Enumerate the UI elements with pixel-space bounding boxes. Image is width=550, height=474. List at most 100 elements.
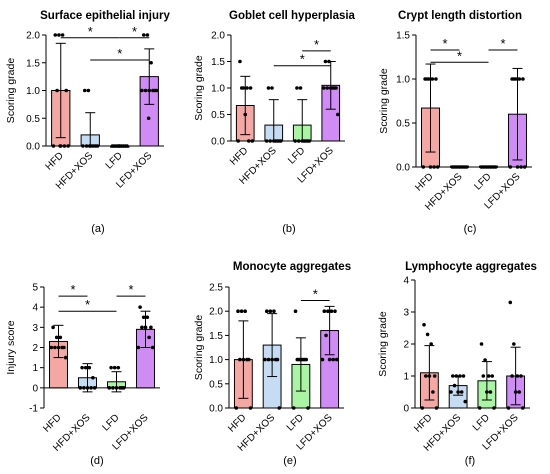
data-point bbox=[143, 88, 148, 93]
y-tick-label: 0 bbox=[32, 383, 38, 394]
data-point bbox=[431, 390, 435, 394]
y-tick-label: 3 bbox=[32, 323, 38, 334]
y-tick-label: 0 bbox=[403, 404, 409, 415]
data-point bbox=[519, 165, 523, 169]
data-point bbox=[477, 406, 482, 410]
data-point bbox=[435, 165, 440, 169]
x-tick-label: LFD bbox=[100, 412, 121, 433]
data-point bbox=[87, 144, 92, 148]
data-point bbox=[293, 139, 297, 143]
data-point bbox=[298, 86, 303, 90]
data-point bbox=[459, 390, 464, 394]
data-point bbox=[273, 357, 278, 362]
data-point bbox=[245, 357, 249, 362]
data-point bbox=[324, 333, 328, 338]
data-point bbox=[490, 165, 494, 169]
y-tick-label: 0.0 bbox=[396, 163, 410, 174]
data-point bbox=[481, 374, 486, 378]
data-point bbox=[272, 309, 276, 314]
data-point bbox=[461, 374, 466, 378]
y-tick-label: 1.5 bbox=[396, 31, 410, 42]
data-point bbox=[243, 112, 248, 117]
data-point bbox=[432, 165, 436, 169]
data-point bbox=[248, 406, 253, 410]
data-point bbox=[238, 59, 242, 64]
significance-star: * bbox=[117, 46, 122, 61]
data-point bbox=[422, 323, 426, 327]
x-tick-label: LFD bbox=[104, 150, 125, 171]
y-tick-label: 2.0 bbox=[26, 31, 40, 42]
panel-label: (f) bbox=[465, 455, 475, 467]
data-point bbox=[136, 345, 141, 350]
data-point bbox=[420, 406, 425, 410]
data-point bbox=[492, 406, 496, 410]
data-point bbox=[145, 33, 150, 37]
y-tick-label: 1.5 bbox=[209, 331, 223, 342]
data-point bbox=[85, 386, 90, 390]
data-point bbox=[82, 88, 87, 93]
data-point bbox=[266, 86, 271, 90]
data-point bbox=[425, 332, 430, 337]
data-point bbox=[461, 165, 465, 169]
chart-title: Crypt length distortion bbox=[398, 10, 522, 22]
data-point bbox=[329, 309, 334, 314]
data-point bbox=[327, 357, 332, 362]
x-tick-label: HFD bbox=[413, 171, 435, 193]
data-point bbox=[490, 374, 495, 378]
data-point bbox=[141, 315, 146, 320]
data-point bbox=[456, 390, 460, 394]
y-tick-label: 2 bbox=[32, 343, 38, 354]
data-point bbox=[457, 165, 462, 169]
y-tick-label: 1.5 bbox=[211, 57, 225, 68]
x-tick-label: LFD bbox=[285, 412, 306, 433]
y-tick-label: 2.0 bbox=[211, 31, 225, 42]
y-tick-label: 1.0 bbox=[396, 75, 410, 86]
y-tick-label: 1.5 bbox=[26, 58, 40, 69]
data-point bbox=[66, 144, 70, 148]
data-point bbox=[83, 365, 88, 370]
significance-star: * bbox=[85, 297, 90, 312]
data-point bbox=[307, 139, 312, 143]
data-point bbox=[291, 406, 296, 410]
data-point bbox=[147, 88, 152, 93]
data-point bbox=[143, 325, 148, 330]
panel-label: (e) bbox=[283, 455, 296, 467]
data-point bbox=[149, 60, 153, 65]
data-point bbox=[81, 144, 85, 148]
chart-title: Monocyte aggregates bbox=[233, 261, 351, 273]
data-point bbox=[521, 77, 525, 81]
data-point bbox=[458, 374, 462, 378]
chart-panel-e: Monocyte aggregates Scoring grade 0.0 0.5 1.… bbox=[193, 261, 351, 467]
data-point bbox=[299, 357, 303, 362]
data-point bbox=[82, 386, 86, 390]
data-point bbox=[55, 88, 59, 93]
data-point bbox=[89, 386, 93, 390]
y-tick-label: 1 bbox=[32, 363, 38, 374]
data-point bbox=[114, 386, 119, 390]
y-tick-label: 0.0 bbox=[211, 137, 225, 148]
data-point bbox=[515, 165, 520, 169]
data-point bbox=[248, 86, 253, 90]
data-point bbox=[151, 88, 155, 93]
data-point bbox=[517, 390, 521, 394]
data-point bbox=[250, 139, 255, 143]
x-tick-label: HFD bbox=[41, 412, 63, 434]
data-point bbox=[454, 165, 458, 169]
y-tick-label: 0.5 bbox=[209, 379, 223, 390]
data-point bbox=[246, 139, 251, 143]
data-point bbox=[425, 77, 429, 81]
data-point bbox=[268, 139, 273, 143]
data-point bbox=[450, 374, 455, 378]
data-point bbox=[519, 374, 523, 378]
data-point bbox=[264, 309, 269, 314]
data-point bbox=[53, 33, 58, 37]
data-point bbox=[326, 309, 330, 314]
data-point bbox=[56, 345, 61, 350]
x-tick-label: LFD bbox=[471, 412, 492, 433]
data-point bbox=[277, 406, 282, 410]
data-point bbox=[78, 386, 83, 390]
data-point bbox=[493, 165, 498, 169]
y-tick-label: 4 bbox=[403, 276, 409, 287]
significance-star: * bbox=[132, 24, 137, 39]
